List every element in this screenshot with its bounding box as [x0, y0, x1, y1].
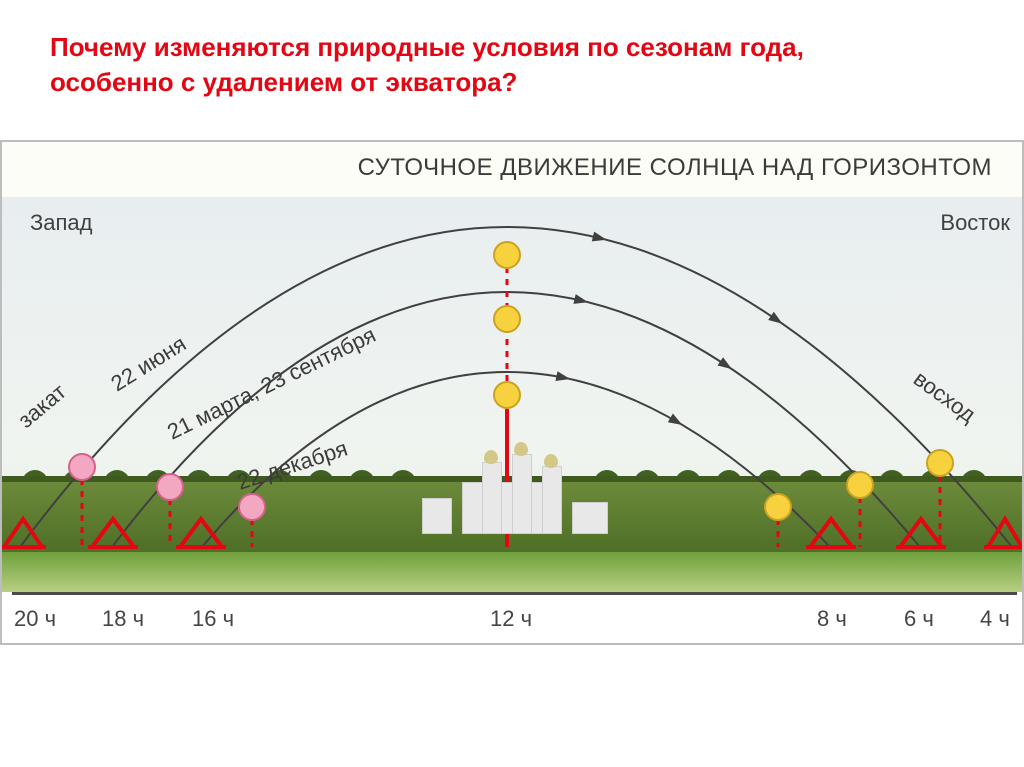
time-label: 4 ч — [980, 606, 1010, 632]
time-baseline — [12, 592, 1017, 595]
time-label: 20 ч — [14, 606, 56, 632]
arc-date-label: 22 декабря — [234, 436, 351, 495]
sunset-label: закат — [13, 379, 71, 433]
time-label: 8 ч — [817, 606, 847, 632]
west-label: Запад — [30, 210, 93, 236]
east-label: Восток — [940, 210, 1010, 236]
time-label: 18 ч — [102, 606, 144, 632]
page-root: Почему изменяются природные условия по с… — [0, 0, 1024, 767]
diagram-title: СУТОЧНОЕ ДВИЖЕНИЕ СОЛНЦА НАД ГОРИЗОНТОМ — [2, 154, 1022, 182]
arc-date-label: 21 марта, 23 сентября — [163, 322, 379, 445]
time-label: 6 ч — [904, 606, 934, 632]
time-label: 16 ч — [192, 606, 234, 632]
sky-region: 22 июня21 марта, 23 сентября22 декабря за… — [2, 197, 1022, 552]
church-buildings — [422, 444, 622, 534]
heading-line-1: Почему изменяются природные условия по с… — [50, 30, 950, 65]
sunrise-label: восход — [909, 366, 980, 427]
time-axis: 20 ч 18 ч 16 ч 12 ч 8 ч 6 ч 4 ч — [2, 592, 1022, 643]
diagram-frame: СУТОЧНОЕ ДВИЖЕНИЕ СОЛНЦА НАД ГОРИЗОНТОМ … — [0, 140, 1024, 645]
heading-line-2: особенно с удалением от экватора? — [50, 65, 950, 100]
page-heading: Почему изменяются природные условия по с… — [50, 30, 950, 100]
ground-strip — [2, 552, 1022, 592]
arc-date-label: 22 июня — [106, 331, 190, 396]
time-label: 12 ч — [490, 606, 532, 632]
